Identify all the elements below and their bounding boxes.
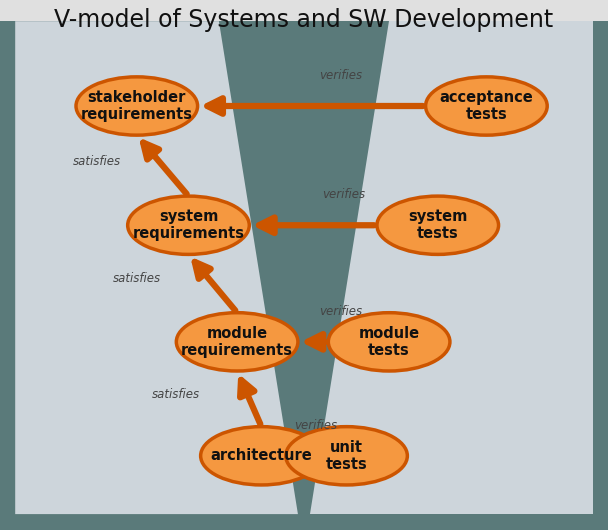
Text: unit
tests: unit tests bbox=[326, 439, 367, 472]
Ellipse shape bbox=[426, 77, 547, 135]
Text: stakeholder
requirements: stakeholder requirements bbox=[81, 90, 193, 122]
Text: module
requirements: module requirements bbox=[181, 325, 293, 358]
Text: system
requirements: system requirements bbox=[133, 209, 244, 242]
Ellipse shape bbox=[286, 427, 407, 485]
Ellipse shape bbox=[128, 196, 249, 254]
Text: verifies: verifies bbox=[322, 188, 365, 201]
Ellipse shape bbox=[201, 427, 322, 485]
Ellipse shape bbox=[176, 313, 298, 371]
Text: verifies: verifies bbox=[319, 69, 362, 82]
Polygon shape bbox=[310, 21, 593, 514]
Text: system
tests: system tests bbox=[408, 209, 468, 242]
Text: acceptance
tests: acceptance tests bbox=[440, 90, 533, 122]
Text: satisfies: satisfies bbox=[73, 155, 122, 168]
Ellipse shape bbox=[76, 77, 198, 135]
Ellipse shape bbox=[328, 313, 450, 371]
Ellipse shape bbox=[377, 196, 499, 254]
Text: architecture: architecture bbox=[210, 448, 313, 463]
Text: satisfies: satisfies bbox=[152, 388, 201, 401]
Text: verifies: verifies bbox=[319, 305, 362, 318]
Text: module
tests: module tests bbox=[359, 325, 420, 358]
Text: satisfies: satisfies bbox=[112, 272, 161, 285]
Polygon shape bbox=[0, 0, 608, 21]
Text: V-model of Systems and SW Development: V-model of Systems and SW Development bbox=[54, 8, 554, 32]
Polygon shape bbox=[15, 21, 298, 514]
Text: verifies: verifies bbox=[295, 419, 337, 432]
